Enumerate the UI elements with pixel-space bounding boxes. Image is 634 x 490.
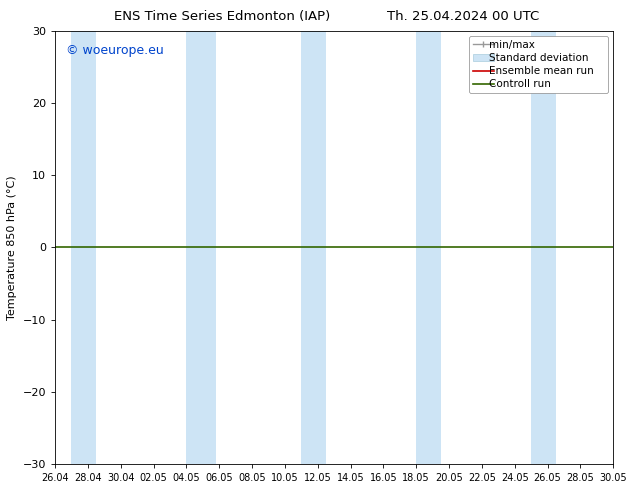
Legend: min/max, Standard deviation, Ensemble mean run, Controll run: min/max, Standard deviation, Ensemble me…: [469, 36, 608, 94]
Text: © woeurope.eu: © woeurope.eu: [66, 44, 164, 56]
Y-axis label: Temperature 850 hPa (°C): Temperature 850 hPa (°C): [7, 175, 17, 319]
Text: ENS Time Series Edmonton (IAP): ENS Time Series Edmonton (IAP): [113, 10, 330, 23]
Text: Th. 25.04.2024 00 UTC: Th. 25.04.2024 00 UTC: [387, 10, 539, 23]
Bar: [417, 30, 441, 464]
Bar: [301, 30, 326, 464]
Bar: [186, 30, 216, 464]
Bar: [72, 30, 96, 464]
Bar: [531, 30, 556, 464]
